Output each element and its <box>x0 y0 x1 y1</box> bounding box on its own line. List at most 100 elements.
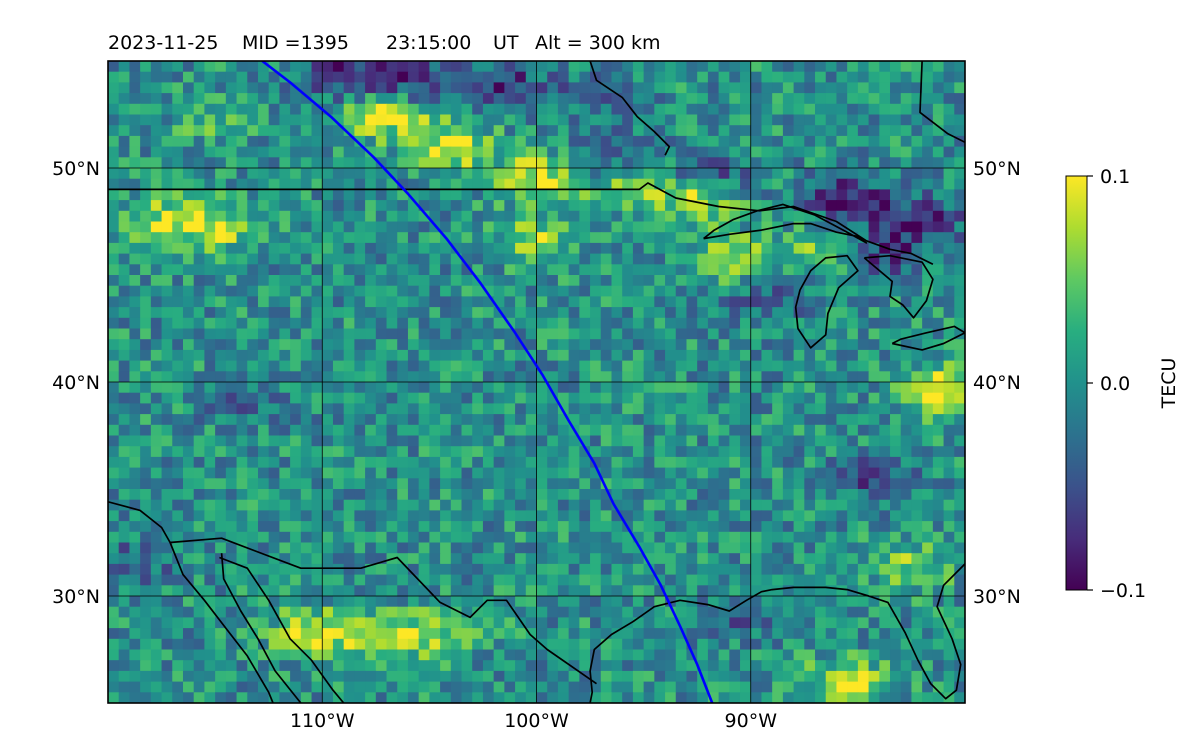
tec-cell <box>407 692 420 703</box>
tec-cell <box>215 606 227 618</box>
tec-cell <box>472 617 484 629</box>
tec-cell <box>386 617 398 629</box>
tec-cell <box>782 531 795 544</box>
tec-cell <box>547 339 559 351</box>
tec-cell <box>161 157 173 169</box>
tec-cell <box>943 542 955 554</box>
tec-cell <box>782 232 795 244</box>
tec-cell <box>161 456 173 469</box>
tec-cell <box>686 221 698 233</box>
tec-cell <box>440 510 452 522</box>
tec-cell <box>440 200 452 212</box>
tec-cell <box>750 232 763 244</box>
tec-cell <box>450 285 463 297</box>
tec-cell <box>290 478 302 490</box>
tec-cell <box>482 178 495 190</box>
tec-cell <box>182 531 195 544</box>
tec-cell <box>311 456 323 469</box>
tec-cell <box>922 574 934 586</box>
tec-cell <box>311 660 323 672</box>
tec-cell <box>268 189 280 201</box>
tec-cell <box>600 71 613 83</box>
tec-cell <box>343 82 355 94</box>
tec-cell <box>172 553 184 565</box>
tec-cell <box>665 146 677 158</box>
tec-cell <box>150 317 163 330</box>
tec-cell <box>108 349 120 362</box>
tec-cell <box>740 168 752 180</box>
tec-cell <box>686 253 698 265</box>
tec-cell <box>911 574 923 586</box>
tec-cell <box>632 424 645 437</box>
tec-cell <box>665 221 677 233</box>
tec-cell <box>900 467 913 479</box>
tec-cell <box>740 553 752 565</box>
tec-cell <box>150 93 163 105</box>
tec-cell <box>793 382 805 394</box>
tec-cell <box>922 563 934 576</box>
tec-cell <box>140 93 152 105</box>
tec-cell <box>654 71 666 83</box>
tec-cell <box>140 114 152 126</box>
tec-cell <box>729 628 741 640</box>
tec-cell <box>740 414 752 426</box>
tec-cell <box>386 478 398 490</box>
tec-cell <box>932 253 945 265</box>
tec-cell <box>868 221 880 233</box>
tec-cell <box>354 178 366 190</box>
tec-cell <box>354 328 366 340</box>
tec-cell <box>279 210 291 223</box>
tec-cell <box>707 382 720 394</box>
tec-cell <box>547 103 559 116</box>
tec-cell <box>707 510 720 522</box>
tec-cell <box>375 382 388 394</box>
tec-cell <box>375 414 388 426</box>
tec-cell <box>161 93 173 105</box>
tec-cell <box>857 542 870 554</box>
tec-cell <box>954 285 965 297</box>
baja-gulf-side <box>220 553 302 703</box>
tec-cell <box>632 478 645 490</box>
tec-cell <box>343 574 355 586</box>
tec-cell <box>429 403 441 415</box>
tec-cell <box>450 253 463 265</box>
tec-cell <box>322 221 334 233</box>
tec-cell <box>515 221 527 233</box>
tec-cell <box>493 596 505 608</box>
tec-cell <box>729 125 741 137</box>
tec-cell <box>397 435 409 447</box>
tec-cell <box>172 478 184 490</box>
tec-cell <box>397 414 409 426</box>
tec-cell <box>418 467 430 479</box>
tec-cell <box>525 307 538 319</box>
tec-cell <box>793 424 805 437</box>
tec-cell <box>279 392 291 404</box>
tec-cell <box>482 285 495 297</box>
tec-cell <box>429 478 441 490</box>
tec-cell <box>204 232 216 244</box>
tec-cell <box>697 146 709 158</box>
tec-cell <box>172 178 184 190</box>
tec-cell <box>354 414 366 426</box>
tec-cell <box>140 542 152 554</box>
tec-cell <box>182 114 195 126</box>
tec-cell <box>857 681 870 693</box>
tec-cell <box>279 649 291 661</box>
tec-cell <box>343 478 355 490</box>
tec-cell <box>397 467 409 479</box>
tec-cell <box>215 125 227 137</box>
tec-cell <box>675 242 688 255</box>
tec-cell <box>365 371 377 383</box>
tec-cell <box>665 371 677 383</box>
tec-cell <box>515 435 527 447</box>
tec-cell <box>365 285 377 297</box>
tec-cell <box>697 157 709 169</box>
tec-cell <box>440 371 452 383</box>
tec-cell <box>493 125 505 137</box>
tec-cell <box>643 328 655 340</box>
tec-cell <box>954 146 965 158</box>
tec-cell <box>900 61 913 73</box>
tec-cell <box>311 638 323 651</box>
tec-cell <box>847 360 859 372</box>
tec-cell <box>815 189 827 201</box>
